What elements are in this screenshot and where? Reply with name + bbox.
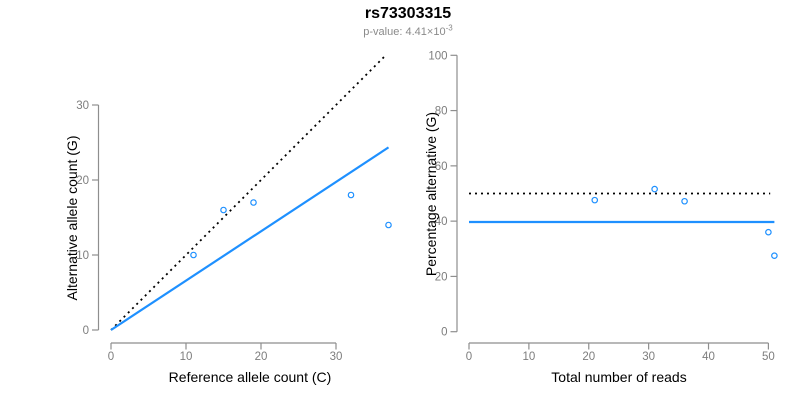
y-tick-label: 20 — [76, 175, 89, 187]
data-point — [591, 196, 599, 204]
data-point — [681, 197, 688, 205]
data-point — [385, 221, 392, 229]
p-value-mantissa: 4.41 — [405, 26, 427, 38]
data-point — [250, 199, 257, 206]
x-tick-label: 50 — [762, 351, 775, 363]
fit-line-40pct — [110, 146, 390, 331]
x-tick-label: 10 — [522, 351, 535, 363]
data-point — [651, 185, 658, 193]
x-tick-label: 20 — [582, 351, 595, 363]
right-yaxis-label: Percentage alternative (G) — [423, 111, 439, 277]
right-xaxis-label: Total number of reads — [551, 369, 687, 385]
p-value-subtitle: p-value: 4.41×10-3 — [8, 23, 800, 38]
identity-line-50pct — [110, 55, 386, 331]
x-tick-label: 20 — [255, 351, 268, 363]
p-value-exponent: -3 — [445, 23, 453, 33]
p-value-prefix: p-value: — [363, 26, 406, 38]
percentage-alternative-plot: 0 10 20 30 40 50 0 20 40 60 80 100 — [428, 50, 778, 363]
y-tick-label: 30 — [76, 100, 89, 112]
y-tick-label: 10 — [76, 250, 89, 262]
y-tick-label: 0 — [83, 325, 89, 337]
page-title: rs73303315 — [364, 5, 452, 22]
data-point — [765, 228, 772, 236]
x-tick-label: 0 — [466, 351, 472, 363]
data-point — [771, 252, 778, 259]
x-tick-label: 30 — [330, 351, 343, 363]
y-tick-label: 80 — [435, 106, 448, 118]
allele-counts-plot: 0 10 20 30 0 10 20 30 — [76, 55, 392, 363]
x-tick-label: 0 — [108, 351, 114, 363]
left-yaxis-label: Alternative allele count (G) — [64, 135, 80, 301]
y-tick-label: 0 — [441, 327, 447, 339]
y-tick-label: 20 — [435, 271, 448, 283]
left-xaxis-label: Reference allele count (C) — [168, 369, 332, 385]
x-tick-label: 10 — [180, 351, 193, 363]
y-tick-label: 60 — [435, 161, 448, 173]
x-tick-label: 40 — [702, 351, 715, 363]
p-value-base: ×10 — [426, 26, 446, 38]
y-tick-label: 100 — [428, 50, 447, 62]
data-point — [347, 191, 355, 199]
data-point — [220, 206, 227, 214]
y-tick-label: 40 — [435, 216, 448, 228]
data-point — [190, 251, 197, 259]
x-tick-label: 30 — [642, 351, 655, 363]
